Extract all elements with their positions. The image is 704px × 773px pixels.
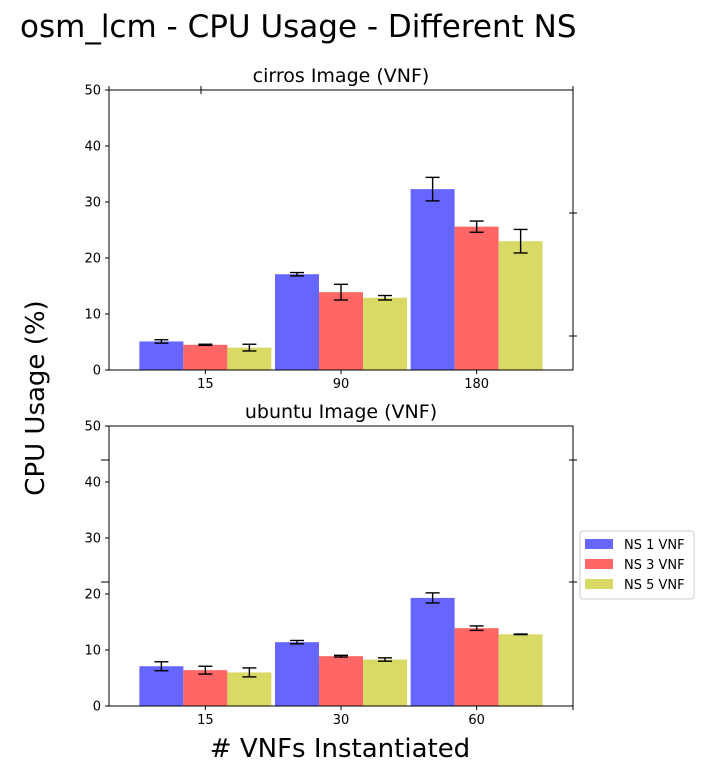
bar-ns-1-vnf-90 [275,274,319,370]
bar-ns-5-vnf-15 [227,347,272,370]
error-bar [154,339,169,344]
error-bar [154,661,169,672]
y-tick-label: 40 [84,476,101,491]
bar-ns-3-vnf-90 [319,292,363,370]
bar-ns-5-vnf-90 [363,297,407,370]
error-bar [334,283,348,301]
bar-ns-3-vnf-30 [319,656,363,706]
legend-swatch [585,539,613,549]
bar-ns-5-vnf-60 [498,634,543,706]
bar-ns-3-vnf-180 [454,226,499,370]
error-bar [513,228,528,254]
x-tick-label: 15 [197,713,214,728]
chart-panel-2: ubuntu Image (VNF) 0 10 20 30 40 50 15 30 60 [84,401,574,728]
x-tick-label: 30 [333,713,350,728]
y-tick-label: 10 [84,308,101,323]
legend: NS 1 VNF NS 3 VNF NS 5 VNF [579,530,695,600]
legend-label: NS 1 VNF [624,538,685,553]
error-bar [198,665,213,675]
x-tick-label: 60 [468,713,485,728]
bar-ns-3-vnf-15 [183,670,228,706]
bar-ns-3-vnf-60 [454,628,499,706]
bar-ns-1-vnf-15 [139,666,184,706]
error-bar [242,343,257,352]
figure-title: osm_lcm - CPU Usage - Different NS [20,9,577,45]
y-tick-label: 30 [84,196,101,211]
bar-ns-5-vnf-15 [227,672,272,706]
chart-panels: cirros Image (VNF) 0 10 20 30 40 50 15 90 180 ubun… [84,65,577,728]
error-bar [469,625,484,632]
chart-panel-1: cirros Image (VNF) 0 10 20 30 40 50 15 90 180 [84,65,574,392]
bar-ns-5-vnf-30 [363,659,407,706]
x-tick-label: 90 [333,377,350,392]
panel-title: ubuntu Image (VNF) [245,401,437,423]
bar-ns-1-vnf-30 [275,642,319,706]
legend-swatch [585,559,613,569]
error-bar [242,667,257,678]
x-axis-label: # VNFs Instantiated [210,734,470,764]
error-bar [425,592,440,604]
y-tick-label: 20 [84,252,101,267]
bar-ns-1-vnf-15 [139,341,184,370]
error-bar [290,639,304,645]
legend-label: NS 3 VNF [624,558,685,573]
y-tick-label: 20 [84,588,101,603]
error-bar [469,220,484,233]
bar-ns-5-vnf-180 [498,241,543,370]
panel-title: cirros Image (VNF) [253,65,430,87]
y-axis-label: CPU Usage (%) [21,300,51,495]
y-tick-label: 50 [84,420,101,435]
bar-ns-3-vnf-15 [183,344,228,370]
y-tick-label: 10 [84,644,101,659]
error-bar [378,294,392,301]
error-bar [290,271,304,277]
error-bar [425,176,440,202]
legend-swatch [585,579,613,589]
x-tick-label: 180 [464,377,489,392]
x-tick-label: 15 [197,377,214,392]
y-tick-label: 40 [84,140,101,155]
error-bar [334,654,348,658]
y-tick-label: 0 [93,700,101,715]
error-bar [198,343,213,347]
bar-ns-1-vnf-60 [410,597,455,706]
y-tick-label: 0 [93,364,101,379]
y-tick-label: 50 [84,84,101,99]
error-bar [513,633,528,636]
legend-label: NS 5 VNF [624,578,685,593]
y-tick-label: 30 [84,532,101,547]
bar-ns-1-vnf-180 [410,189,455,370]
error-bar [378,657,392,662]
